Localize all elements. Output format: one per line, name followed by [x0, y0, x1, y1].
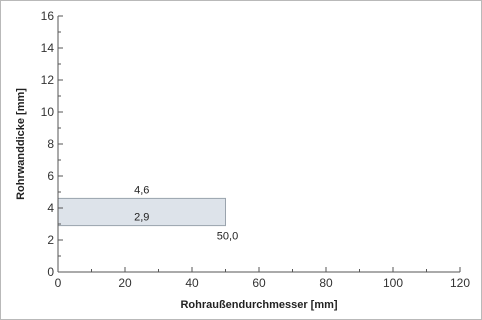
x-tick-label: 0 [55, 276, 62, 290]
x-ticks: 0 20 40 60 80 100 120 [55, 267, 470, 290]
annotation-label: 2,9 [134, 212, 149, 224]
annotation-label: 4,6 [134, 184, 149, 196]
y-axis-title: Rohrwanddicke [mm] [15, 88, 27, 200]
y-tick-label: 14 [41, 41, 55, 55]
y-tick-label: 10 [41, 105, 55, 119]
x-tick-label: 100 [383, 276, 403, 290]
y-tick-label: 8 [47, 137, 54, 151]
region-rect [57, 197, 226, 227]
region-layer [57, 197, 226, 227]
x-tick-label: 20 [118, 276, 132, 290]
x-tick-label: 60 [252, 276, 266, 290]
y-tick-label: 4 [47, 201, 54, 215]
y-tick-label: 2 [47, 233, 54, 247]
x-tick-label: 80 [319, 276, 333, 290]
y-tick-label: 12 [41, 73, 55, 87]
axes-layer [57, 16, 460, 273]
annotations: 4,6 2,9 50,0 [134, 184, 238, 242]
x-tick-label: 120 [450, 276, 470, 290]
annotation-label: 50,0 [217, 231, 238, 243]
y-tick-label: 6 [47, 169, 54, 183]
y-tick-label: 0 [47, 265, 54, 279]
x-tick-label: 40 [185, 276, 199, 290]
x-axis-title: Rohraußendurchmesser [mm] [180, 299, 337, 311]
y-ticks: 0 2 4 6 8 10 12 14 16 [41, 9, 63, 279]
y-tick-label: 16 [41, 9, 55, 23]
